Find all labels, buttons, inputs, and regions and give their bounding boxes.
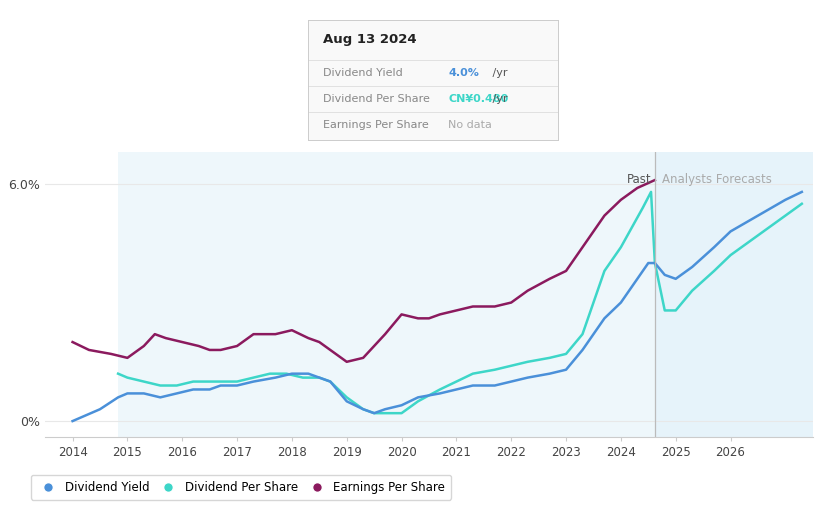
Text: Aug 13 2024: Aug 13 2024 (323, 33, 416, 46)
Text: /yr: /yr (489, 94, 508, 104)
Bar (118, 152, 655, 437)
Bar (655, 152, 813, 437)
Text: Analysts Forecasts: Analysts Forecasts (662, 173, 772, 186)
Text: 4.0%: 4.0% (448, 68, 479, 78)
Legend: Dividend Yield, Dividend Per Share, Earnings Per Share: Dividend Yield, Dividend Per Share, Earn… (30, 475, 451, 499)
Text: No data: No data (448, 120, 492, 131)
Text: Earnings Per Share: Earnings Per Share (323, 120, 429, 131)
Text: CN¥0.480: CN¥0.480 (448, 94, 508, 104)
Text: Past: Past (626, 173, 651, 186)
Text: /yr: /yr (489, 68, 508, 78)
Text: Dividend Per Share: Dividend Per Share (323, 94, 429, 104)
Text: Dividend Yield: Dividend Yield (323, 68, 402, 78)
